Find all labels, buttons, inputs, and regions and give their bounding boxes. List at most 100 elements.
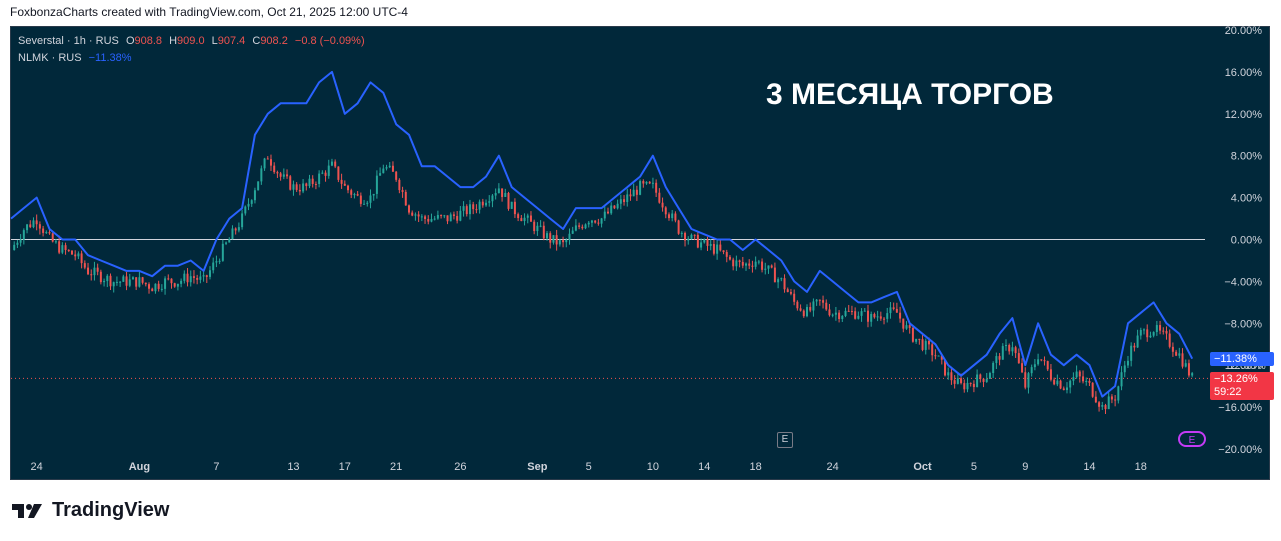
candle-body — [667, 214, 670, 219]
candle-body — [205, 275, 208, 277]
candle-body — [212, 262, 215, 271]
candle-body — [992, 362, 995, 374]
candle-body — [103, 281, 106, 283]
candle-body — [93, 267, 96, 276]
x-tick-label: 26 — [454, 461, 466, 473]
candle-body — [131, 277, 134, 280]
candle-body — [982, 378, 985, 382]
earnings-event-icon[interactable]: E — [777, 432, 793, 448]
candle-body — [1094, 396, 1097, 403]
candle-body — [529, 215, 532, 222]
candle-body — [911, 327, 914, 342]
x-tick-label: Aug — [129, 461, 150, 473]
candle-body — [674, 213, 677, 221]
candle-body — [918, 338, 921, 340]
candle-body — [847, 310, 850, 312]
candle-body — [712, 244, 715, 254]
candle-body — [799, 308, 802, 311]
candle-body — [607, 211, 609, 214]
candle-body — [497, 188, 500, 194]
close-value: 908.2 — [260, 35, 288, 47]
x-tick-label: 9 — [1022, 461, 1028, 473]
candle-body — [581, 226, 584, 229]
candle-body — [237, 227, 240, 231]
y-tick-label: −4.00% — [1224, 276, 1262, 288]
y-tick-label: 12.00% — [1225, 109, 1263, 121]
candle-body — [796, 301, 799, 309]
candle-body — [1187, 363, 1190, 376]
candle-body — [661, 202, 664, 208]
candle-body — [1152, 332, 1155, 336]
candle-body — [828, 309, 831, 316]
candle-body — [921, 339, 924, 350]
candle-body — [54, 241, 57, 243]
compare-legend[interactable]: NLMK · RUS −11.38% — [18, 52, 132, 64]
upcoming-earnings-icon[interactable]: E — [1178, 431, 1206, 447]
candle-body — [722, 250, 725, 253]
candle-body — [623, 199, 626, 203]
candle-body — [478, 201, 481, 210]
x-tick-label: 21 — [390, 461, 402, 473]
candle-body — [218, 260, 221, 262]
footer-brand[interactable]: TradingView — [12, 499, 169, 522]
candle-body — [221, 243, 224, 261]
candle-body — [857, 315, 860, 319]
chart-panel[interactable] — [10, 26, 1270, 480]
candle-body — [690, 234, 693, 239]
candle-body — [302, 183, 305, 192]
candle-body — [449, 214, 452, 222]
candle-body — [1082, 376, 1085, 382]
candle-body — [639, 181, 642, 195]
candle-body — [998, 356, 1001, 360]
candle-body — [870, 313, 873, 322]
main-symbol: Severstal · 1h · RUS — [18, 35, 119, 47]
candle-body — [472, 204, 475, 210]
candle-body — [517, 214, 520, 219]
candle-body — [584, 224, 587, 229]
main-legend[interactable]: Severstal · 1h · RUS O908.8 H909.0 L907.… — [18, 35, 365, 47]
x-tick-label: 5 — [586, 461, 592, 473]
candle-body — [725, 252, 728, 257]
candle-body — [77, 253, 80, 257]
candle-body — [446, 215, 449, 222]
candle-body — [709, 244, 712, 246]
candle-body — [247, 203, 250, 207]
candle-body — [1043, 360, 1046, 362]
candle-body — [677, 220, 680, 234]
candle-body — [629, 194, 632, 197]
candle-body — [931, 344, 934, 356]
candle-body — [468, 204, 471, 215]
candle-body — [549, 233, 552, 243]
candle-body — [1062, 388, 1065, 391]
candle-body — [359, 195, 362, 204]
x-tick-label: Oct — [913, 461, 932, 473]
candle-body — [526, 215, 529, 218]
candle-body — [343, 183, 346, 186]
candle-body — [680, 232, 683, 234]
candle-body — [504, 192, 507, 197]
candle-body — [29, 224, 32, 228]
candle-body — [148, 284, 151, 289]
candle-body — [276, 172, 279, 174]
compare-price-badge: −11.38% — [1210, 352, 1274, 366]
candle-body — [80, 253, 83, 264]
candle-body — [128, 279, 131, 286]
candle-body — [1046, 361, 1049, 370]
x-tick-label: 18 — [1135, 461, 1147, 473]
candle-body — [26, 224, 29, 231]
y-tick-label: −16.00% — [1218, 402, 1262, 414]
candle-body — [873, 313, 876, 318]
candle-body — [234, 228, 237, 231]
main-price-text: −13.26% — [1214, 373, 1258, 385]
candle-body — [408, 205, 410, 213]
candle-body — [597, 222, 600, 224]
candle-body — [305, 183, 308, 187]
x-tick-label: 18 — [750, 461, 762, 473]
candle-body — [988, 373, 991, 379]
candle-body — [38, 224, 41, 229]
candle-body — [48, 232, 51, 234]
high-value: 909.0 — [177, 35, 205, 47]
candle-body — [22, 230, 25, 240]
candle-body — [1072, 377, 1075, 381]
